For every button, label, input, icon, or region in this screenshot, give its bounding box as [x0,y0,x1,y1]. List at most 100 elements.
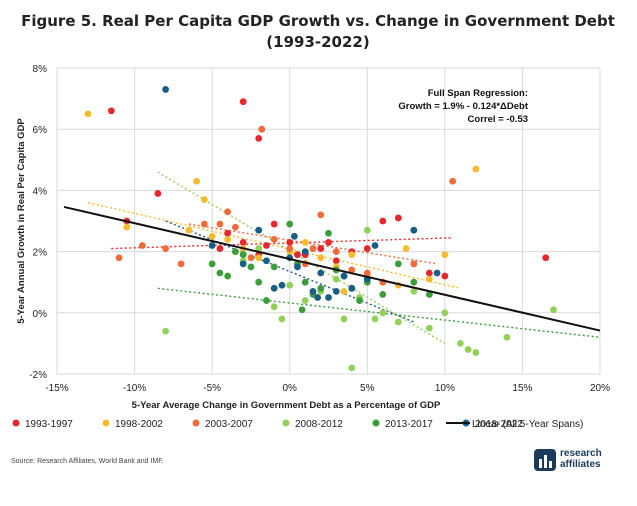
point-2008-2012 [340,315,348,323]
point-2013-2017 [263,297,270,304]
point-2003-2007 [200,220,208,228]
point-1993-1997 [255,134,263,142]
point-1998-2002 [317,254,325,262]
point-2013-2017 [232,248,239,256]
point-1998-2002 [472,165,480,173]
point-2013-2017 [379,291,387,298]
point-2003-2007 [115,254,123,262]
data-points [84,86,557,372]
point-2018-2022 [309,287,317,295]
point-2008-2012 [363,226,371,234]
legend-label: 2013-2017 [385,419,433,430]
point-2013-2017 [301,278,309,286]
source-note: Source: Research Affiliates, World Bank … [11,458,164,465]
point-2018-2022 [239,260,247,268]
trend-line-2013-2017 [157,287,601,338]
trend-line-2003-2007 [188,223,438,265]
logo-text: research affiliates [560,448,602,470]
x-axis-label: 5-Year Average Change in Government Debt… [132,400,441,411]
trend-line-1998-2002 [87,201,461,290]
point-2003-2007 [309,245,317,252]
point-2003-2007 [232,223,239,231]
point-1993-1997 [294,251,301,259]
x-tick-label: 20% [590,383,610,394]
logo-line-2: affiliates [560,459,601,470]
legend-label: 1993-1997 [25,419,73,430]
y-tick-label: 6% [33,125,48,136]
point-2008-2012 [348,364,356,372]
point-1993-1997 [239,98,247,106]
x-tick-label: -15% [45,383,68,394]
point-2018-2022 [290,232,298,240]
point-2008-2012 [162,327,170,335]
point-2013-2017 [425,291,433,298]
point-2008-2012 [332,275,340,283]
point-2008-2012 [503,333,511,341]
point-2008-2012 [286,281,294,289]
chart-subtitle: (1993-2022) [266,33,369,51]
point-2003-2007 [177,260,185,268]
linear-all-spans-line [63,205,601,332]
y-tick-label: 4% [33,186,48,197]
point-1998-2002 [402,245,410,252]
point-1993-1997 [363,245,371,252]
point-2008-2012 [441,309,449,317]
point-1998-2002 [193,177,201,185]
point-2013-2017 [410,278,418,286]
x-tick-label: 10% [435,383,455,394]
point-2008-2012 [410,287,418,295]
point-1993-1997 [239,239,247,246]
point-2008-2012 [425,324,433,332]
point-1998-2002 [301,239,309,246]
research-affiliates-logo: research affiliates [534,446,624,474]
point-2013-2017 [298,306,306,314]
point-2018-2022 [433,269,441,277]
point-2018-2022 [325,294,332,301]
x-tick-label: -10% [123,383,146,394]
point-2003-2007 [138,242,146,249]
point-2003-2007 [332,248,340,256]
point-2008-2012 [379,309,387,317]
x-tick-label: 0% [282,383,297,394]
legend-marker [192,419,200,427]
point-2018-2022 [314,294,322,301]
point-2003-2007 [348,266,356,274]
point-2013-2017 [239,251,247,259]
point-1993-1997 [224,229,232,237]
point-2008-2012 [472,349,480,356]
point-2018-2022 [294,263,301,271]
point-2008-2012 [456,340,464,347]
point-2013-2017 [208,260,216,268]
point-1993-1997 [325,239,332,246]
point-2008-2012 [371,315,379,323]
point-2003-2007 [363,269,371,277]
point-2003-2007 [247,254,255,262]
legend-label: 2003-2007 [205,419,253,430]
point-1998-2002 [348,251,356,259]
x-tick-label: 5% [360,383,375,394]
point-2018-2022 [255,226,263,234]
point-2018-2022 [301,248,309,256]
y-tick-label: -2% [29,370,47,381]
legend-marker [372,419,380,427]
point-2018-2022 [410,226,418,234]
annotation-line-1: Full Span Regression: [428,88,528,99]
legend-label: Linear (All 5-Year Spans) [472,419,583,430]
point-2013-2017 [270,263,278,271]
point-1993-1997 [332,257,340,265]
logo-mark-icon [534,449,556,471]
point-1993-1997 [394,214,402,222]
point-2008-2012 [550,306,557,314]
point-1993-1997 [216,245,224,252]
legend-label: 2008-2012 [295,419,343,430]
point-2013-2017 [394,260,402,268]
point-1998-2002 [208,232,216,240]
point-1993-1997 [107,107,115,115]
point-1993-1997 [263,242,270,249]
point-1993-1997 [425,269,433,277]
legend: 1993-1997 1998-2002 2003-2007 2008-2012 2013… [12,419,583,430]
legend-marker [282,419,290,427]
y-axis-label: 5-Year Annual Growth in Real Per Capita … [16,118,27,324]
point-2018-2022 [263,257,270,265]
